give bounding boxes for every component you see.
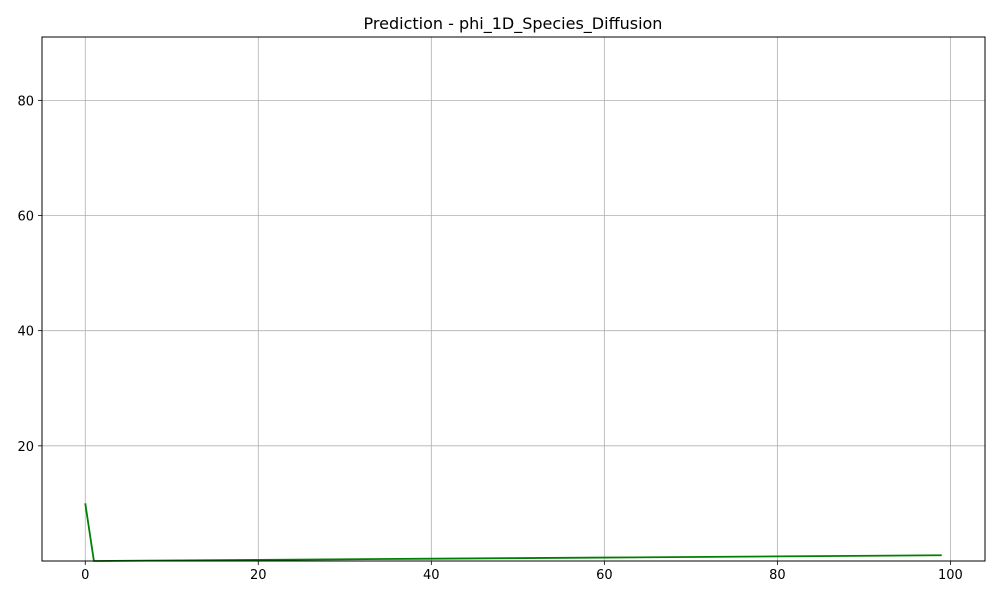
- y-tick-label: 80: [17, 94, 34, 109]
- series-group: [84, 503, 942, 562]
- x-tick-label: 100: [938, 568, 963, 583]
- y-tick-label: 60: [17, 210, 34, 225]
- axis-ticks: 0 20 40 60 80 100 20 40 60 80: [17, 94, 962, 583]
- grid-lines: [42, 37, 985, 561]
- y-tick-label: 40: [17, 325, 34, 340]
- series-line: [84, 503, 942, 562]
- x-tick-label: 20: [250, 568, 267, 583]
- y-tick-label: 20: [17, 440, 34, 455]
- x-tick-label: 60: [596, 568, 613, 583]
- x-tick-label: 80: [769, 568, 786, 583]
- plot-frame: [41, 36, 986, 562]
- chart-title: Prediction - phi_1D_Species_Diffusion: [364, 14, 663, 34]
- x-tick-label: 0: [81, 568, 89, 583]
- x-tick-label: 40: [423, 568, 440, 583]
